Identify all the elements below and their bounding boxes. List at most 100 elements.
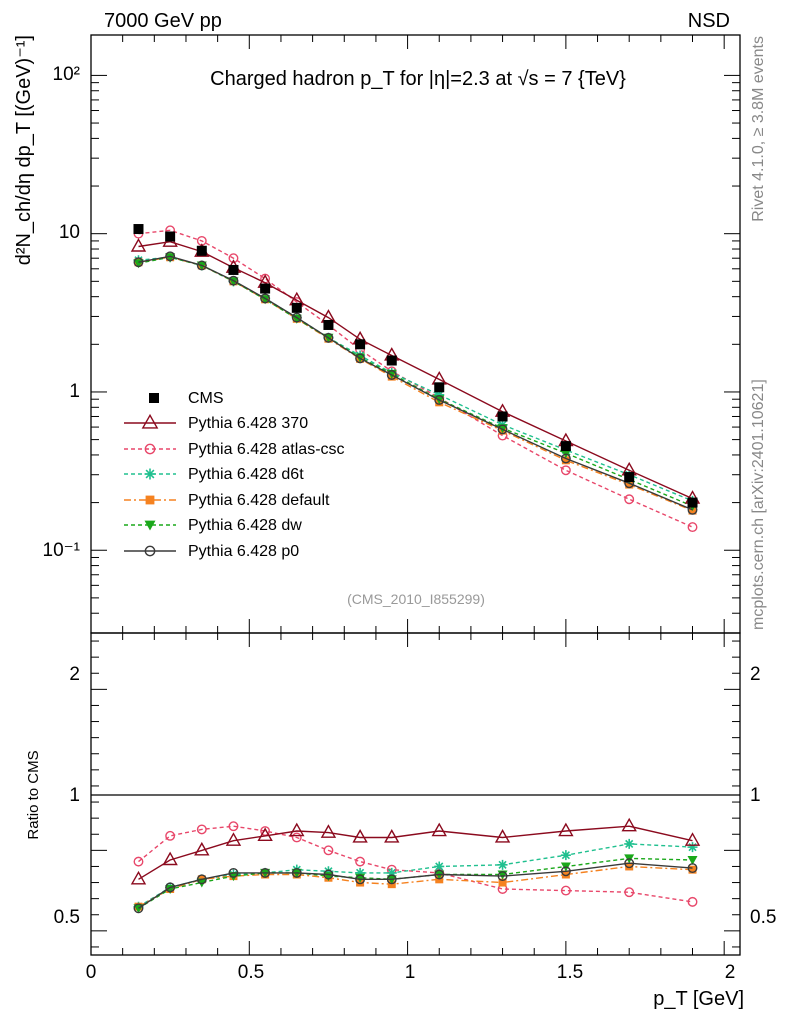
- point-cms: [434, 382, 445, 393]
- ratio-plot-frame: [90, 632, 741, 956]
- ratio-y-axis-label: Ratio to CMS: [25, 750, 42, 839]
- ratio-point-dw: [687, 856, 698, 866]
- legend-entry-default: Pythia 6.428 default: [188, 492, 330, 509]
- point-cms: [133, 224, 144, 235]
- y-axis-label: d²N_ch/dη dp_T [(GeV)⁻¹]: [13, 35, 35, 265]
- ratio-point-atlas-csc: [624, 887, 635, 898]
- ratio-point-atlas-csc: [228, 821, 239, 832]
- point-p0: [260, 293, 271, 304]
- ratio-point-default: [561, 870, 570, 879]
- legend-symbol-default: [145, 495, 155, 505]
- series-line-p0: [138, 255, 693, 511]
- ratio-point-370: [431, 822, 447, 837]
- ratio-point-370: [352, 829, 368, 843]
- ratio-line-atlas-csc: [138, 825, 693, 903]
- ratio-point-p0: [497, 871, 508, 882]
- ratio-point-370: [194, 841, 210, 856]
- ratio-point-d6t: [560, 850, 571, 861]
- ratio-point-370: [384, 829, 400, 843]
- point-cms: [165, 231, 176, 242]
- point-cms: [196, 245, 207, 256]
- x-tick-label: 0: [86, 962, 97, 983]
- main-series-layer: [130, 224, 701, 533]
- ratio-point-d6t: [624, 838, 635, 849]
- axis-ticks: [90, 35, 740, 955]
- point-d6t: [434, 389, 445, 400]
- ratio-point-d6t: [687, 842, 698, 853]
- ratio-point-p0: [624, 858, 635, 869]
- legend: CMS Pythia 6.428 370 Pythia 6.428 atlas-…: [188, 390, 345, 560]
- ratio-point-d6t: [355, 867, 366, 878]
- ratio-line-370: [138, 825, 693, 880]
- legend-symbol-p0: [144, 545, 156, 557]
- y-tick-label: 10⁻¹: [43, 540, 81, 561]
- point-atlas-csc: [560, 465, 571, 476]
- ratio-line-p0: [138, 862, 693, 909]
- ratio-point-p0: [323, 869, 334, 880]
- y-tick-label: 10: [59, 222, 80, 243]
- point-370: [130, 238, 147, 252]
- ratio-point-d6t: [386, 867, 397, 878]
- ratio-point-370: [684, 832, 701, 846]
- ratio-line-default: [138, 865, 693, 908]
- rivet-label: Rivet 4.1.0, ≥ 3.8M events: [750, 36, 767, 222]
- point-dw: [291, 314, 302, 324]
- x-tick-label: 1: [405, 962, 416, 983]
- ratio-point-p0: [228, 867, 239, 878]
- series-line-atlas-csc: [138, 229, 693, 528]
- ratio-point-atlas-csc: [323, 845, 334, 856]
- ratio-point-atlas-csc: [196, 824, 207, 835]
- ratio-point-p0: [560, 866, 571, 877]
- legend-symbols: [124, 393, 176, 557]
- point-p0: [497, 424, 508, 435]
- legend-entry-cms: CMS: [188, 390, 224, 407]
- ratio-point-atlas-csc: [687, 896, 698, 907]
- ratio-tick-label-right: 0.5: [750, 907, 776, 928]
- ratio-tick-label: 0.5: [54, 907, 80, 928]
- ratio-tick-label: 2: [69, 664, 80, 685]
- ratio-point-atlas-csc: [560, 885, 571, 896]
- chart-title: Charged hadron p_T for |η|=2.3 at √s = 7…: [210, 68, 626, 90]
- ratio-point-370: [162, 851, 178, 866]
- legend-symbol-atlas-csc: [144, 443, 156, 455]
- ratio-tick-label-right: 2: [750, 664, 761, 685]
- ratio-point-d6t: [323, 866, 334, 877]
- ratio-tick-label-right: 1: [750, 785, 761, 806]
- legend-symbol-dw: [144, 520, 156, 531]
- point-cms: [323, 319, 334, 330]
- header-left: 7000 GeV pp: [104, 10, 222, 32]
- mcplots-label: mcplots.cern.ch [arXiv:2401.10621]: [750, 379, 767, 630]
- point-cms: [687, 497, 698, 508]
- point-atlas-csc: [687, 522, 698, 533]
- point-cms: [291, 302, 302, 313]
- legend-entry-p0: Pythia 6.428 p0: [188, 543, 299, 560]
- point-p0: [133, 257, 144, 268]
- point-p0: [165, 251, 176, 262]
- point-p0: [434, 395, 445, 405]
- ratio-point-atlas-csc: [355, 856, 366, 867]
- point-p0: [560, 453, 571, 464]
- point-cms: [560, 441, 571, 452]
- ratio-series-layer: [130, 817, 701, 914]
- point-p0: [291, 312, 302, 323]
- ratio-point-d6t: [434, 861, 445, 872]
- ratio-point-370: [558, 822, 574, 837]
- legend-entry-dw: Pythia 6.428 dw: [188, 517, 302, 534]
- point-p0: [196, 260, 207, 271]
- legend-entry-atlas-csc: Pythia 6.428 atlas-csc: [188, 441, 345, 458]
- ratio-point-default: [498, 878, 507, 887]
- ratio-point-370: [225, 832, 242, 846]
- point-p0: [323, 332, 334, 343]
- point-default: [561, 456, 570, 465]
- legend-entry-370: Pythia 6.428 370: [188, 415, 308, 432]
- ratio-point-p0: [386, 874, 397, 885]
- x-axis-label: p_T [GeV]: [653, 988, 744, 1010]
- x-tick-label: 0.5: [238, 962, 264, 983]
- series-line-d6t: [138, 256, 693, 502]
- ratio-point-atlas-csc: [291, 832, 302, 843]
- ratio-point-atlas-csc: [165, 830, 176, 841]
- legend-symbol-370: [141, 413, 159, 429]
- point-dw: [165, 253, 176, 263]
- legend-symbol-cms: [149, 393, 159, 403]
